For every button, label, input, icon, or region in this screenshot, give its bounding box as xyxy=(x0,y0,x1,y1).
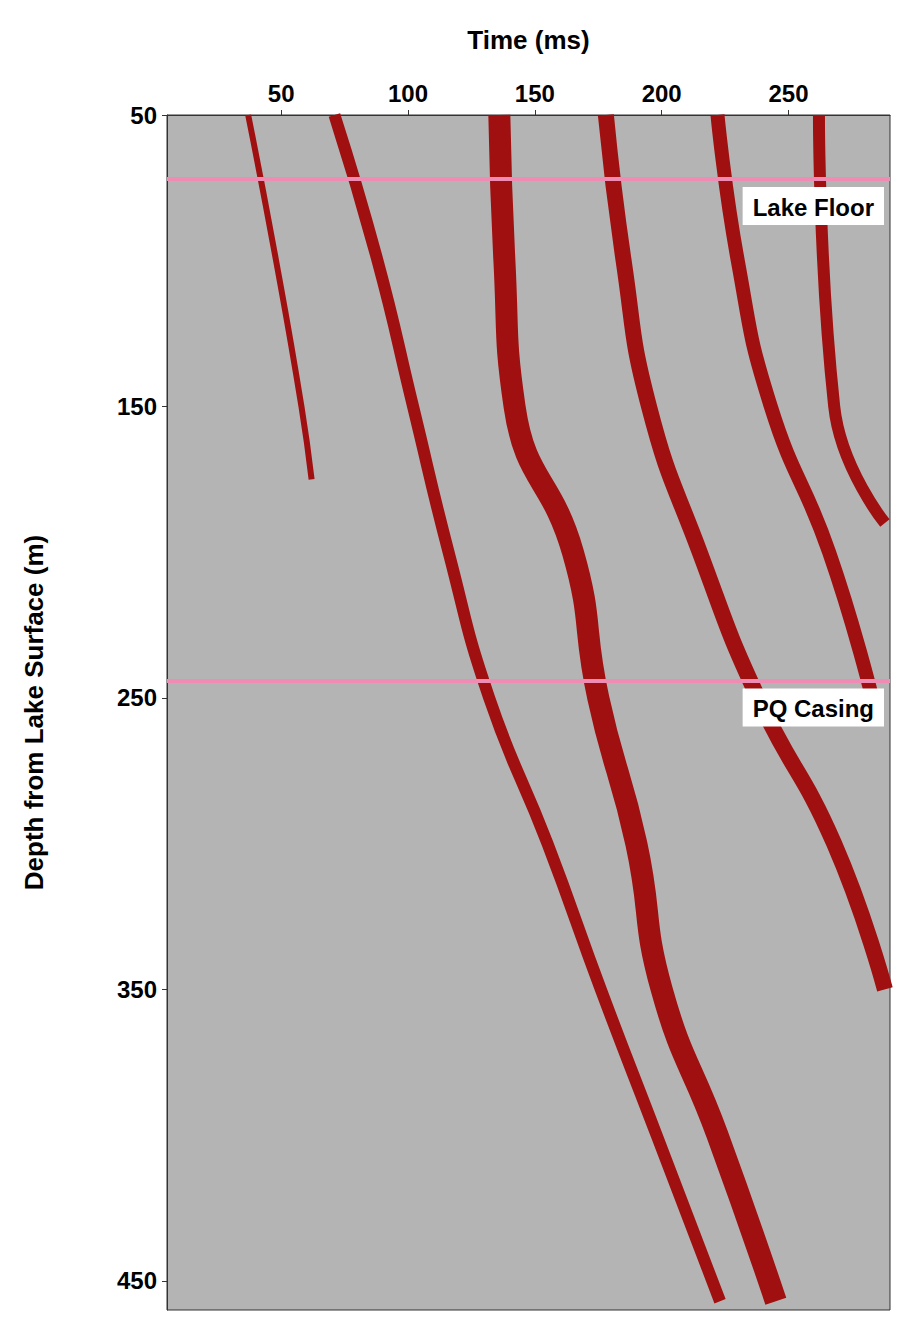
svg-text:350: 350 xyxy=(117,976,157,1003)
svg-text:PQ Casing: PQ Casing xyxy=(753,695,874,722)
svg-text:150: 150 xyxy=(117,393,157,420)
svg-text:200: 200 xyxy=(642,80,682,107)
svg-text:250: 250 xyxy=(117,684,157,711)
svg-text:150: 150 xyxy=(515,80,555,107)
svg-text:250: 250 xyxy=(769,80,809,107)
svg-text:Time (ms): Time (ms) xyxy=(467,25,589,55)
svg-text:450: 450 xyxy=(117,1267,157,1294)
svg-text:50: 50 xyxy=(268,80,295,107)
svg-text:100: 100 xyxy=(388,80,428,107)
svg-text:50: 50 xyxy=(130,102,157,129)
svg-text:Depth from Lake Surface (m): Depth from Lake Surface (m) xyxy=(19,535,49,890)
svg-text:Lake Floor: Lake Floor xyxy=(753,194,874,221)
